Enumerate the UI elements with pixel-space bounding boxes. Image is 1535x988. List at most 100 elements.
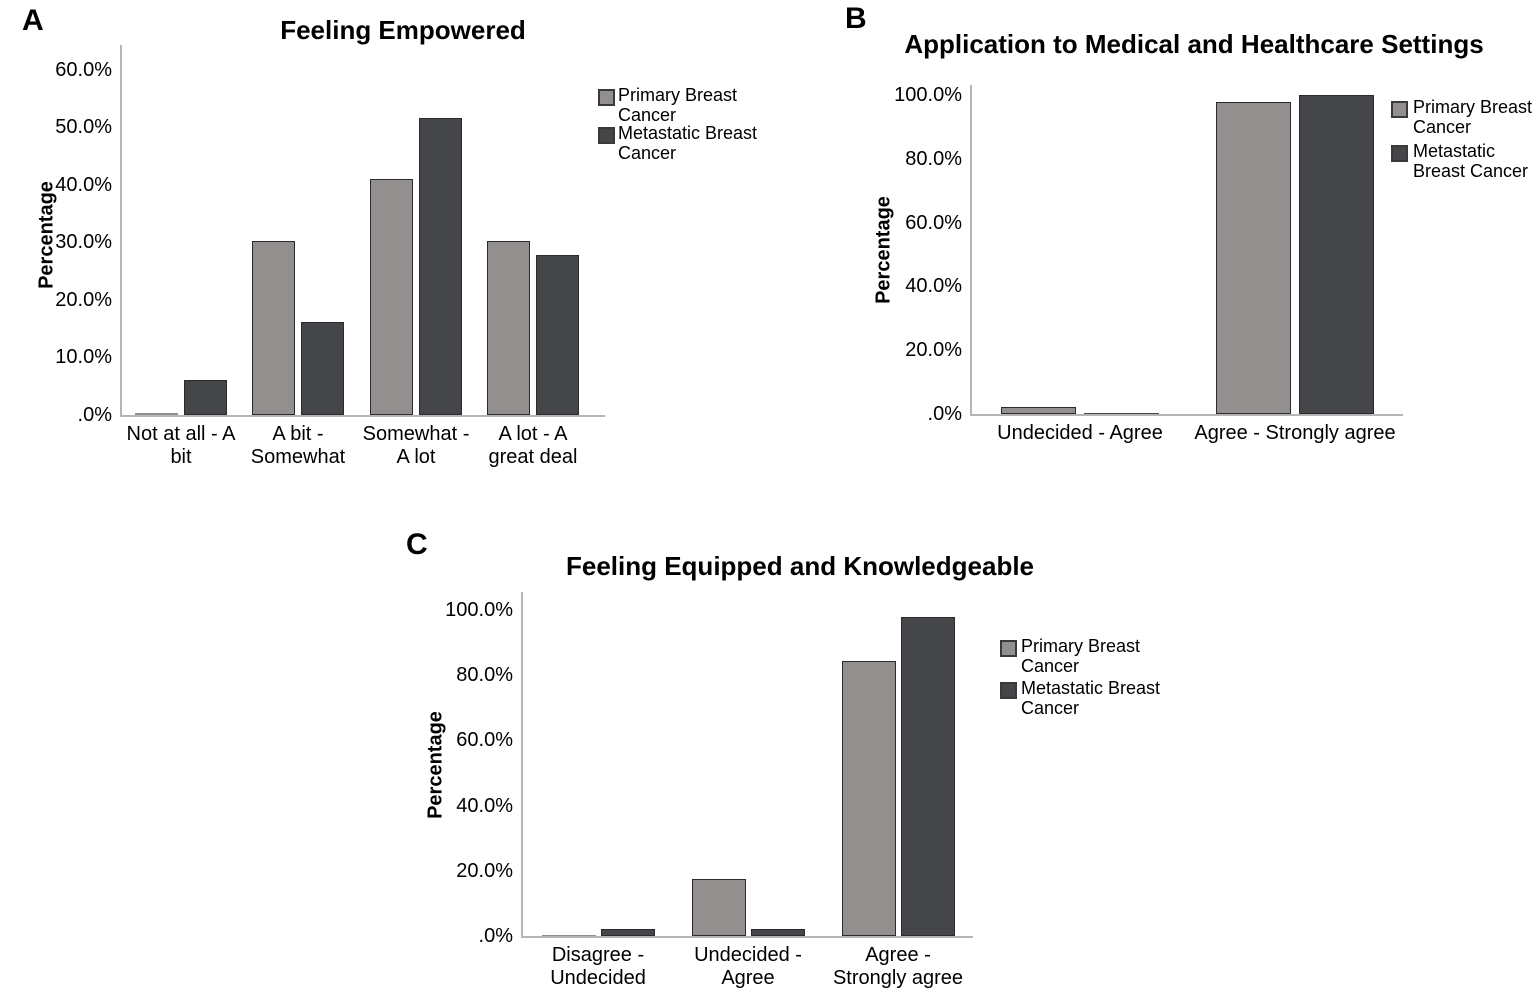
y-axis-line [120,45,122,417]
legend-label-line: Primary Breast [1021,636,1141,656]
bar-metastatic [419,118,462,415]
legend-label-metastatic: Metastatic Breast Cancer [618,123,757,163]
y-tick-label: 100.0% [445,599,513,621]
x-category-label: Disagree - Undecided [550,944,646,988]
y-tick-label: 10.0% [55,346,112,368]
bar-metastatic [184,380,227,415]
bar-primary [842,661,896,936]
legend-label-metastatic: Metastatic Breast Cancer [1413,141,1528,181]
y-tick-label: .0% [478,925,513,947]
bar-primary [487,241,530,415]
x-category-label: Undecided - Agree [694,944,802,988]
bar-metastatic [901,617,955,936]
x-axis-line [521,936,973,938]
x-category-label-line: Agree - Strongly agree [1194,422,1396,444]
y-tick-label: 40.0% [905,275,962,297]
legend-swatch-primary [1391,101,1408,118]
y-tick-label: 20.0% [905,339,962,361]
bar-primary [692,879,746,936]
y-tick-label: .0% [927,403,962,425]
x-category-label-line: bit [170,446,192,468]
x-category-label: A bit - Somewhat [251,423,346,469]
legend-label-line: Primary Breast [618,85,738,105]
x-axis-line [120,415,605,417]
bar-primary [542,935,596,936]
x-category-label: Agree - Strongly agree [833,944,963,988]
legend-label-line: Cancer [1021,656,1080,676]
bar-metastatic [301,322,344,415]
bar-primary [135,413,178,415]
legend-label-line: Cancer [1413,117,1472,137]
legend-label-line: Primary Breast [1413,97,1533,117]
y-tick-label: .0% [77,404,112,426]
x-category-label-line: Disagree - [551,944,645,966]
x-category-label-line: A lot [396,446,436,468]
y-tick-label: 60.0% [905,212,962,234]
legend-label-primary: Primary Breast Cancer [1021,636,1140,676]
y-tick-label: 80.0% [905,148,962,170]
legend-swatch-primary [598,89,615,106]
y-tick-label: 60.0% [55,59,112,81]
y-tick-label: 30.0% [55,231,112,253]
x-category-label-line: Agree [721,967,775,988]
x-category-label-line: Undecided - Agree [997,422,1163,444]
legend-label-primary: Primary Breast Cancer [1413,97,1532,137]
bar-metastatic [751,929,805,936]
legend-label-metastatic: Metastatic Breast Cancer [1021,678,1160,718]
bar-metastatic [601,929,655,936]
x-category-label-line: great deal [488,446,578,468]
y-tick-label: 20.0% [55,289,112,311]
legend-swatch-metastatic [1000,682,1017,699]
y-axis-line [521,592,523,938]
panel-c-letter: C [406,528,428,561]
y-tick-label: 40.0% [55,174,112,196]
legend-label-line: Breast Cancer [1413,161,1529,181]
bar-primary [252,241,295,415]
bar-metastatic [1299,95,1374,414]
x-category-label: Somewhat -A lot [363,423,470,469]
x-category-label-line: Undecided [550,967,646,988]
x-category-label-line: Not at all - A [126,423,236,445]
bar-primary [1001,407,1076,414]
y-axis-line [970,85,972,416]
legend-label-line: Cancer [618,105,677,125]
panel-c-title: Feeling Equipped and Knowledgeable [565,551,1035,581]
y-tick-label: 80.0% [456,664,513,686]
x-category-label-line: Strongly agree [832,967,964,988]
y-tick-label: 40.0% [456,795,513,817]
bar-metastatic [1084,413,1159,414]
panel-b-letter: B [845,2,867,35]
bar-metastatic [536,255,579,415]
bar-primary [1216,102,1291,414]
x-category-label-line: Somewhat - [362,423,470,445]
panel-a-letter: A [22,4,44,37]
panel-a-title: Feeling Empowered [280,15,526,45]
x-category-label-line: Agree - [865,944,931,966]
legend-swatch-metastatic [1391,145,1408,162]
bar-primary [370,179,413,415]
legend-label-line: Cancer [1021,698,1080,718]
y-tick-label: 100.0% [894,84,962,106]
legend-label-primary: Primary Breast Cancer [618,85,737,125]
y-tick-label: 50.0% [55,116,112,138]
x-category-label-line: Somewhat [250,446,346,468]
x-category-label: Undecided - Agree [997,422,1163,445]
x-category-label-line: A bit - [272,423,324,445]
panel-b-title: Application to Medical and Healthcare Se… [904,29,1484,59]
y-tick-label: 60.0% [456,729,513,751]
x-axis-line [970,414,1403,416]
y-tick-label: 20.0% [456,860,513,882]
x-category-label-line: A lot - A [498,423,568,445]
legend-label-line: Cancer [618,143,677,163]
legend-label-line: Metastatic Breast [1021,678,1161,698]
x-category-label: Agree - Strongly agree [1194,422,1395,445]
legend-swatch-metastatic [598,127,615,144]
legend-label-line: Metastatic [1413,141,1496,161]
legend-label-line: Metastatic Breast [618,123,758,143]
